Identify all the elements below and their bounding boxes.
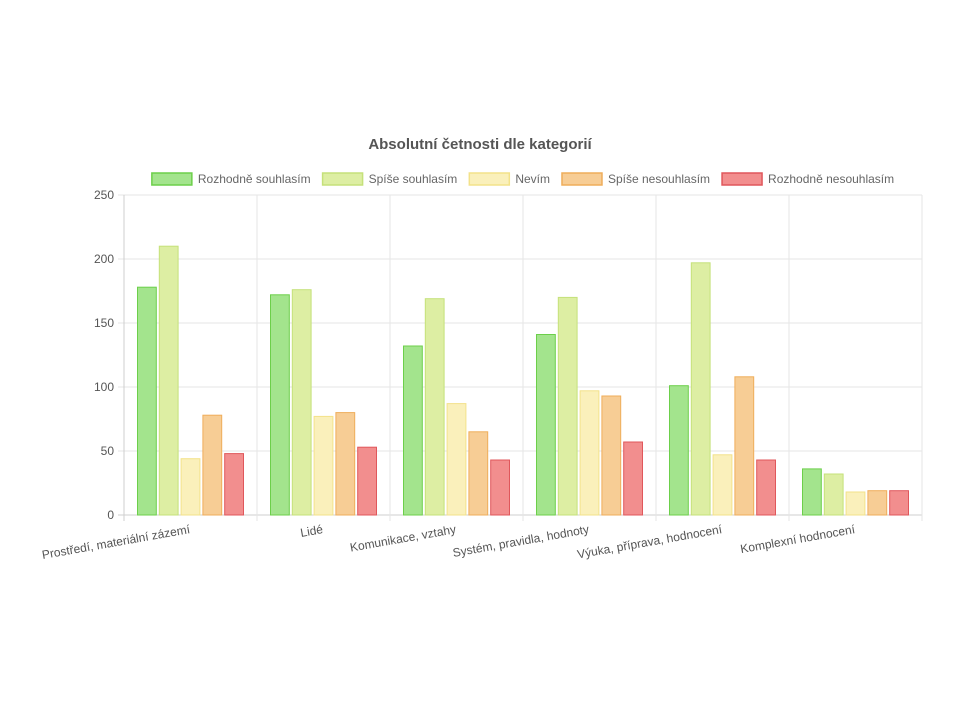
x-tick-label: Prostředí, materiální zázemí <box>41 522 192 562</box>
x-tick-label: Systém, pravidla, hodnoty <box>452 522 590 560</box>
bar[interactable] <box>270 294 290 516</box>
bar[interactable] <box>446 403 467 516</box>
bar[interactable] <box>579 390 600 516</box>
y-tick-label: 200 <box>94 252 114 266</box>
y-tick-label: 0 <box>107 508 114 522</box>
y-axis: 0 50 100 150 200 250 <box>94 188 114 522</box>
legend-label[interactable]: Spíše nesouhlasím <box>608 172 710 186</box>
x-tick-label: Komunikace, vztahy <box>349 522 457 554</box>
legend-swatch[interactable] <box>561 172 603 186</box>
chart-title: Absolutní četnosti dle kategorií <box>368 136 592 153</box>
legend-swatch[interactable] <box>151 172 193 186</box>
bar[interactable] <box>468 431 489 516</box>
bars <box>137 245 910 516</box>
bar[interactable] <box>490 459 511 516</box>
x-tick-label: Lidé <box>299 522 324 540</box>
bar[interactable] <box>335 412 356 516</box>
legend-label[interactable]: Rozhodně souhlasím <box>198 172 311 186</box>
y-tick-label: 150 <box>94 316 114 330</box>
bar[interactable] <box>536 334 556 516</box>
bar[interactable] <box>802 468 822 516</box>
bar[interactable] <box>712 454 733 516</box>
bar[interactable] <box>734 376 755 516</box>
bar[interactable] <box>202 414 223 516</box>
y-tick-label: 250 <box>94 188 114 202</box>
y-tick-label: 100 <box>94 380 114 394</box>
x-tick-label: Komplexní hodnocení <box>739 522 856 556</box>
bar[interactable] <box>180 458 201 516</box>
legend-swatch[interactable] <box>721 172 763 186</box>
bar[interactable] <box>867 490 888 516</box>
bar[interactable] <box>313 415 334 516</box>
y-tick-label: 50 <box>101 444 115 458</box>
bar[interactable] <box>823 473 844 516</box>
legend-label[interactable]: Nevím <box>515 172 550 186</box>
bar[interactable] <box>756 459 777 516</box>
x-axis: Prostředí, materiální zázemí Lidé Komunika… <box>41 522 857 562</box>
bar[interactable] <box>158 245 179 516</box>
bar[interactable] <box>291 289 312 516</box>
bar[interactable] <box>424 298 445 516</box>
bar[interactable] <box>137 286 157 516</box>
legend-label[interactable]: Rozhodně nesouhlasím <box>768 172 894 186</box>
legend-swatch[interactable] <box>321 172 364 186</box>
x-tick-label: Výuka, příprava, hodnocení <box>576 522 724 561</box>
bar[interactable] <box>601 395 622 516</box>
bar[interactable] <box>690 262 711 516</box>
legend-swatch[interactable] <box>468 172 511 186</box>
bar[interactable] <box>403 345 423 516</box>
bar[interactable] <box>224 453 244 516</box>
bar[interactable] <box>845 491 866 516</box>
bar[interactable] <box>557 296 578 516</box>
bar[interactable] <box>889 490 910 516</box>
bar[interactable] <box>669 385 689 516</box>
grid <box>118 194 923 521</box>
bar[interactable] <box>357 446 378 516</box>
bar[interactable] <box>623 441 644 516</box>
legend-label[interactable]: Spíše souhlasím <box>369 172 458 186</box>
legend: Rozhodně souhlasím Spíše souhlasím Nevím Sp… <box>151 172 894 186</box>
